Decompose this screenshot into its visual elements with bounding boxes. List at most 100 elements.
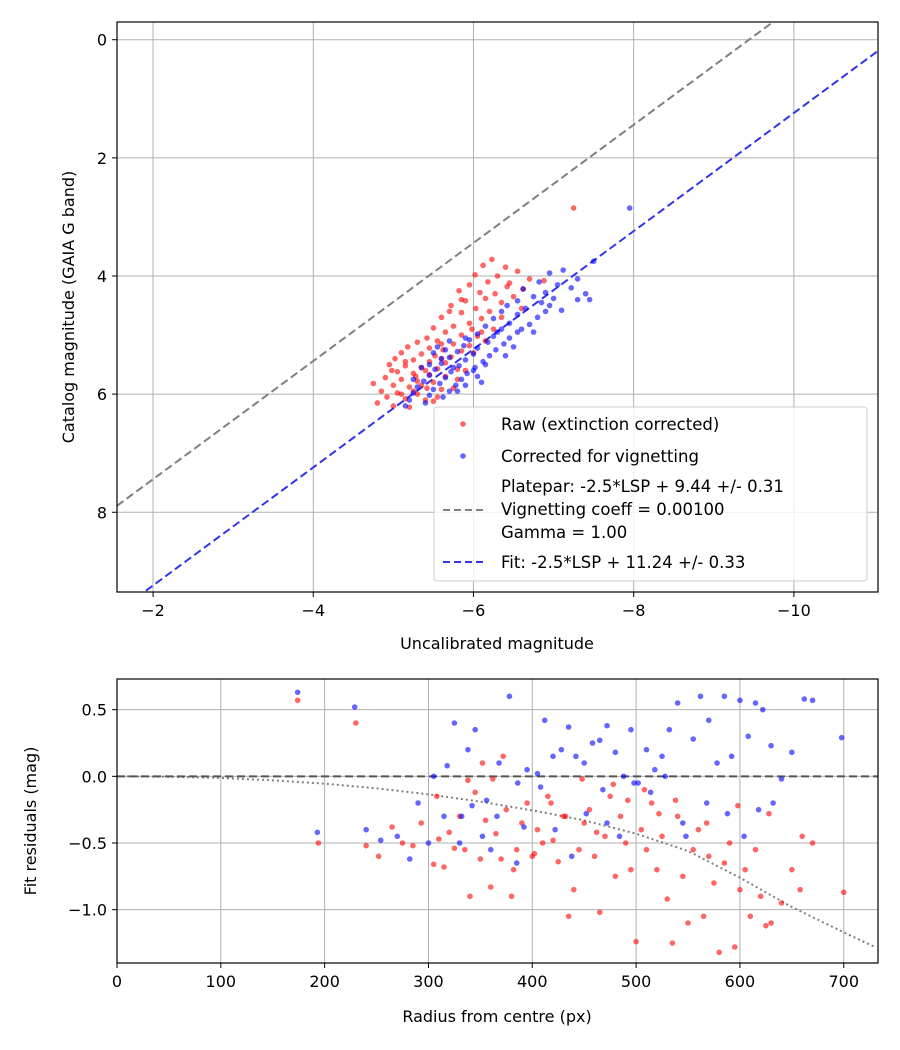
bottom-data-point bbox=[674, 813, 681, 820]
bottom-data-point bbox=[451, 720, 458, 726]
bottom-data-point bbox=[664, 896, 671, 902]
bottom-data-point bbox=[493, 830, 499, 837]
bottom-data-point bbox=[406, 856, 413, 862]
top-data-point bbox=[424, 335, 430, 341]
top-data-point bbox=[478, 315, 485, 322]
bottom-x-tick-label: 100 bbox=[206, 972, 237, 991]
top-data-point bbox=[418, 364, 425, 371]
bottom-data-point bbox=[690, 736, 696, 742]
top-data-point bbox=[502, 352, 509, 359]
top-data-point bbox=[498, 314, 505, 321]
top-y-tick-label: 2 bbox=[97, 149, 107, 168]
top-data-point bbox=[437, 380, 443, 387]
top-data-point bbox=[482, 295, 489, 302]
bottom-x-tick-label: 500 bbox=[621, 972, 652, 991]
top-data-point bbox=[432, 366, 438, 373]
top-data-point bbox=[490, 326, 497, 332]
bottom-data-point bbox=[552, 826, 558, 833]
top-data-point bbox=[485, 279, 491, 285]
top-data-point bbox=[434, 394, 441, 400]
top-data-point bbox=[446, 308, 453, 315]
top-data-point bbox=[510, 344, 517, 350]
top-data-point bbox=[406, 384, 413, 390]
top-data-point bbox=[392, 355, 398, 362]
top-data-point bbox=[426, 361, 433, 368]
bottom-data-point bbox=[500, 753, 507, 760]
bottom-chart-panel: 0 100 200 300 400 500 600 700 0.5 0.0 −0.5 −1.0 Rad… bbox=[21, 678, 879, 1026]
top-data-point bbox=[410, 390, 417, 396]
top-data-point bbox=[390, 382, 397, 389]
bottom-data-point bbox=[721, 860, 728, 866]
top-data-point bbox=[374, 400, 381, 406]
top-data-point bbox=[462, 357, 469, 363]
top-data-point bbox=[542, 289, 549, 296]
top-data-point bbox=[434, 344, 441, 350]
top-data-point bbox=[462, 382, 469, 389]
top-data-point bbox=[530, 293, 537, 300]
top-data-point bbox=[430, 386, 437, 393]
bottom-data-point bbox=[583, 810, 590, 817]
bottom-data-point bbox=[510, 866, 517, 873]
bottom-data-point bbox=[685, 920, 691, 926]
top-x-tick-label: −8 bbox=[622, 601, 646, 620]
legend-corrected-label: Corrected for vignetting bbox=[501, 447, 699, 466]
bottom-data-point bbox=[550, 837, 556, 844]
top-data-point bbox=[558, 307, 565, 314]
top-data-point bbox=[448, 368, 454, 375]
bottom-x-tick-label: 600 bbox=[725, 972, 756, 991]
bottom-data-point bbox=[742, 866, 748, 873]
bottom-data-point bbox=[479, 833, 486, 840]
bottom-data-point bbox=[441, 813, 447, 820]
top-data-point bbox=[494, 329, 501, 335]
bottom-data-point bbox=[643, 846, 650, 853]
bottom-data-point bbox=[389, 824, 395, 830]
top-x-tick-label: −6 bbox=[462, 601, 486, 620]
bottom-data-point bbox=[728, 753, 735, 760]
top-data-point bbox=[522, 305, 529, 312]
legend-platepar-line2: Vignetting coeff = 0.00100 bbox=[501, 500, 725, 519]
top-data-point bbox=[478, 379, 485, 386]
bottom-data-point bbox=[514, 780, 521, 786]
bottom-data-point bbox=[548, 800, 554, 806]
bottom-x-tick-label: 400 bbox=[517, 972, 548, 991]
bottom-data-point bbox=[581, 760, 587, 766]
top-data-point bbox=[520, 286, 526, 292]
bottom-data-point bbox=[700, 913, 707, 920]
top-data-point bbox=[378, 388, 385, 394]
top-data-point bbox=[434, 338, 441, 344]
bottom-data-point bbox=[703, 820, 710, 826]
top-data-point bbox=[546, 302, 553, 309]
top-data-point bbox=[494, 273, 501, 279]
bottom-data-point bbox=[838, 734, 845, 741]
bottom-data-point bbox=[731, 944, 738, 950]
top-data-point bbox=[398, 349, 405, 356]
bottom-data-point bbox=[778, 900, 785, 906]
bottom-data-point bbox=[607, 793, 613, 800]
bottom-x-tick-label: 0 bbox=[112, 972, 122, 991]
bottom-data-point bbox=[377, 837, 384, 844]
top-data-point bbox=[450, 341, 457, 347]
bottom-data-point bbox=[620, 773, 627, 780]
bottom-data-point bbox=[680, 820, 686, 826]
bottom-ticks: 0 100 200 300 400 500 600 700 0.5 0.0 −0.5 −1.0 bbox=[68, 701, 859, 991]
bottom-data-point bbox=[596, 909, 603, 916]
bottom-data-point bbox=[680, 873, 686, 880]
bottom-data-point bbox=[537, 784, 544, 790]
bottom-data-point bbox=[789, 749, 795, 756]
top-data-point bbox=[388, 367, 395, 374]
top-y-tick-label: 4 bbox=[97, 267, 107, 286]
bottom-data-point bbox=[375, 853, 382, 860]
bottom-data-point bbox=[498, 856, 504, 862]
bottom-data-point bbox=[524, 800, 530, 806]
bottom-data-point bbox=[351, 704, 358, 710]
top-data-point bbox=[464, 370, 470, 377]
top-data-point bbox=[422, 367, 429, 374]
bottom-data-point bbox=[352, 720, 359, 726]
top-data-point bbox=[462, 335, 469, 341]
top-data-point bbox=[458, 376, 465, 383]
bottom-y-tick-label: −1.0 bbox=[68, 901, 107, 920]
bottom-data-point bbox=[521, 824, 527, 830]
bottom-series-line-0 bbox=[117, 775, 876, 948]
top-data-point bbox=[626, 205, 633, 211]
